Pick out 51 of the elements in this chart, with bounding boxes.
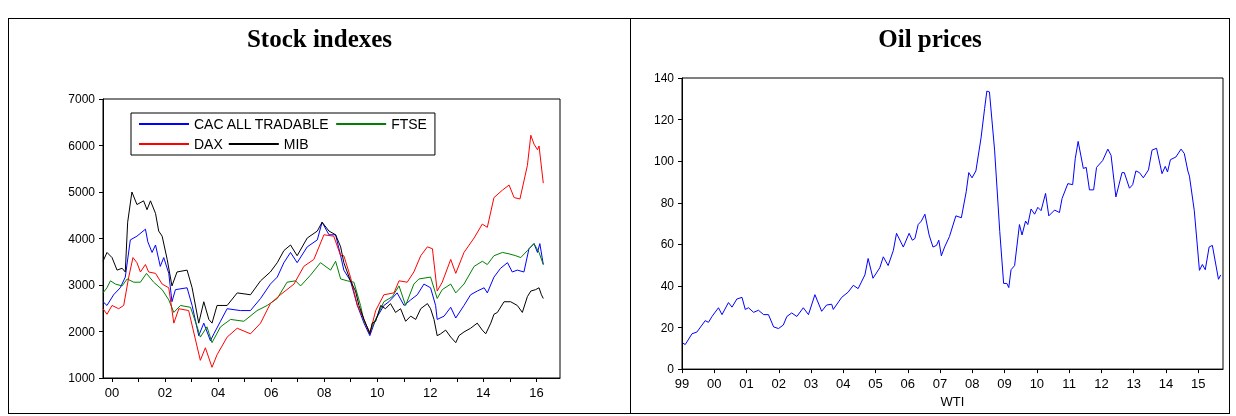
x-tick-label: 12: [423, 385, 438, 400]
y-tick-label: 120: [653, 112, 675, 127]
legend-label: DAX: [194, 136, 224, 152]
y-tick-label: 7000: [68, 92, 96, 106]
y-tick-label: 20: [660, 320, 675, 335]
chart-title: Oil prices: [878, 25, 982, 52]
x-tick-label: 99: [674, 376, 690, 392]
x-tick-label: 06: [900, 376, 916, 392]
x-tick-label: 09: [997, 376, 1012, 392]
x-tick-label: 11: [1062, 376, 1076, 392]
x-tick-label: 16: [529, 385, 544, 400]
x-tick-label: 04: [210, 385, 226, 400]
x-tick-label: 07: [932, 376, 948, 392]
y-tick-label: 100: [653, 154, 675, 169]
x-axis-title: WTI: [940, 394, 965, 409]
x-tick-label: 02: [157, 385, 173, 400]
x-tick-label: 04: [836, 376, 851, 392]
line-series: [102, 134, 544, 368]
x-tick-label: 12: [1094, 376, 1109, 392]
x-tick-label: 15: [1190, 376, 1206, 392]
x-tick-label: 00: [104, 385, 120, 400]
x-tick-label: 08: [316, 385, 332, 400]
y-tick-label: 60: [660, 237, 675, 252]
x-tick-label: 06: [263, 385, 279, 400]
legend-label: FTSE: [391, 116, 427, 132]
y-tick-label: 40: [660, 278, 675, 293]
x-tick-label: 00: [707, 376, 722, 392]
y-tick-label: 1000: [68, 371, 96, 385]
x-tick-label: 08: [965, 376, 980, 392]
y-tick-label: 2000: [68, 324, 96, 339]
x-tick-label: 10: [1029, 376, 1045, 392]
legend-label: MIB: [283, 136, 309, 152]
y-tick-label: 140: [653, 71, 675, 85]
y-tick-label: 4000: [68, 231, 96, 246]
y-tick-label: 6000: [68, 138, 96, 153]
chart-title: Stock indexes: [246, 25, 393, 52]
y-tick-label: 3000: [68, 278, 96, 292]
x-tick-label: 10: [370, 385, 385, 400]
x-tick-label: 05: [868, 376, 883, 392]
line-series: [682, 90, 1222, 346]
y-tick-label: 0: [667, 362, 675, 377]
y-tick-label: 80: [660, 195, 675, 210]
line-series: [102, 243, 544, 344]
x-tick-label: 03: [803, 376, 819, 392]
x-tick-label: 02: [771, 376, 787, 392]
x-tick-label: 13: [1126, 376, 1141, 392]
x-tick-label: 14: [476, 385, 491, 400]
x-tick-label: 01: [739, 376, 754, 392]
x-tick-label: 14: [1158, 376, 1174, 392]
y-tick-label: 5000: [68, 185, 96, 199]
legend-label: CAC ALL TRADABLE: [194, 116, 329, 132]
